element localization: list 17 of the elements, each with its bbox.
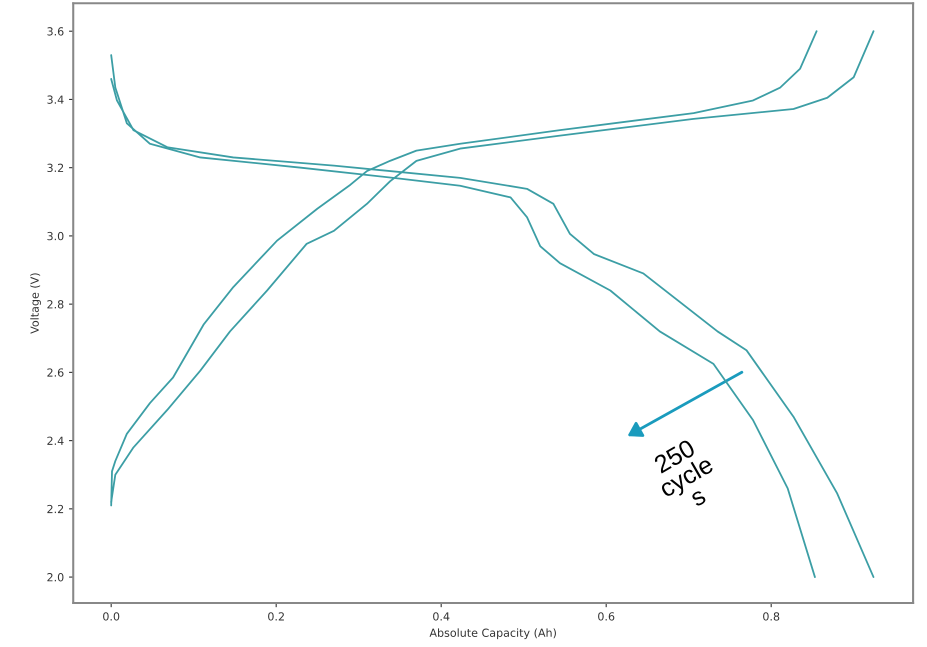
y-tick-label: 3.2 <box>47 164 64 172</box>
y-tick-label: 2.8 <box>47 300 64 309</box>
annotation: 250 cycle s <box>653 438 717 508</box>
x-tick-label: 0.4 <box>433 612 450 621</box>
y-tick-label: 2.2 <box>47 504 64 514</box>
x-tick-label: 0.8 <box>763 612 780 621</box>
x-tick-label: 0.2 <box>268 612 284 621</box>
x-tick-label: 0.6 <box>598 612 614 621</box>
y-axis-title: Voltage (V) <box>30 273 41 334</box>
y-tick-label: 3.4 <box>47 95 64 104</box>
x-axis-title: Absolute Capacity (Ah) <box>430 628 556 640</box>
y-tick-label: 2.0 <box>47 573 64 582</box>
y-tick-label: 3.0 <box>47 232 64 240</box>
y-tick-label: 2.6 <box>47 368 64 377</box>
y-tick-label: 3.6 <box>47 27 64 36</box>
y-tick-label: 2.4 <box>47 436 64 445</box>
x-tick-label: 0.0 <box>103 612 120 621</box>
